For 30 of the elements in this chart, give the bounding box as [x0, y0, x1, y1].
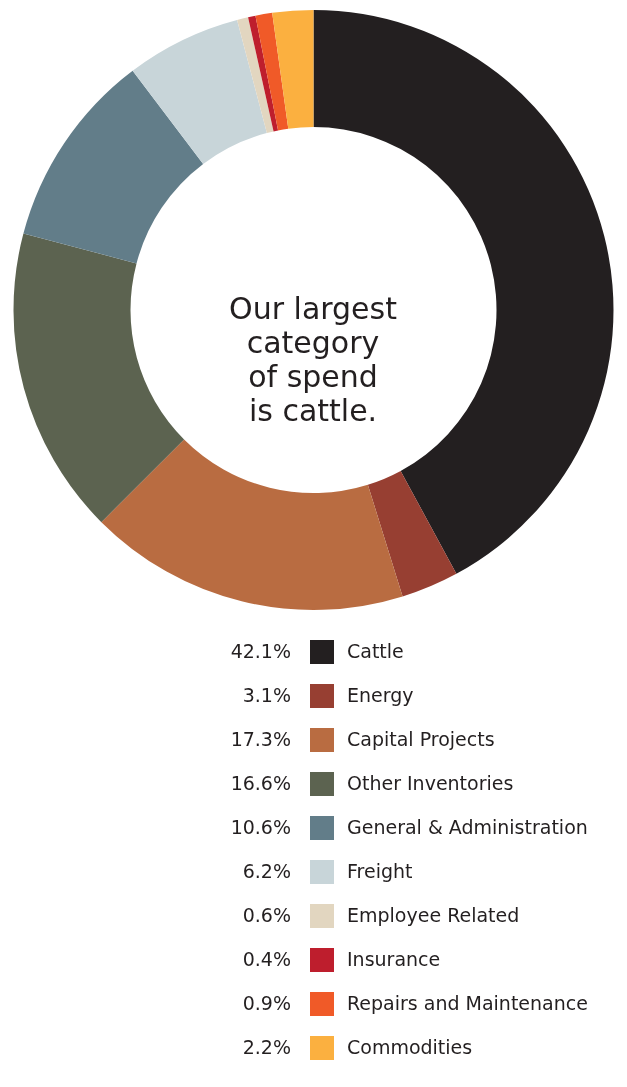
data-label: 0.4%: [242, 948, 291, 970]
donut-slice: [13, 233, 185, 523]
donut-slice: [248, 15, 279, 132]
data-label: 16.6%: [230, 772, 291, 794]
legend-label: Repairs and Maintenance: [347, 992, 588, 1014]
legend-label: Freight: [347, 860, 413, 882]
data-label: 10.6%: [230, 816, 291, 838]
legend-label: Cattle: [347, 640, 404, 662]
data-label: 0.9%: [242, 992, 291, 1014]
donut-slice: [237, 17, 274, 134]
data-label: 2.2%: [242, 1036, 291, 1058]
legend-label: Other Inventories: [347, 772, 514, 794]
donut-slice: [132, 19, 267, 164]
data-label: 6.2%: [242, 860, 291, 882]
legend-label: General & Administration: [347, 816, 588, 838]
donut-slice: [101, 439, 403, 610]
legend-label: Capital Projects: [347, 728, 495, 750]
data-label: 42.1%: [230, 640, 291, 662]
data-label: 17.3%: [230, 728, 291, 750]
data-label: 0.6%: [242, 904, 291, 926]
legend-label: Energy: [347, 684, 414, 706]
data-label: 3.1%: [242, 684, 291, 706]
legend-label: Insurance: [347, 948, 441, 970]
donut-slice: [23, 70, 204, 264]
legend-label: Employee Related: [347, 904, 520, 926]
donut-slice: [255, 12, 289, 131]
legend-label: Commodities: [347, 1036, 473, 1058]
donut-slice: [272, 10, 314, 129]
text: Our largest category of spend is cattle.: [229, 291, 398, 428]
donut-slice: [367, 470, 457, 597]
